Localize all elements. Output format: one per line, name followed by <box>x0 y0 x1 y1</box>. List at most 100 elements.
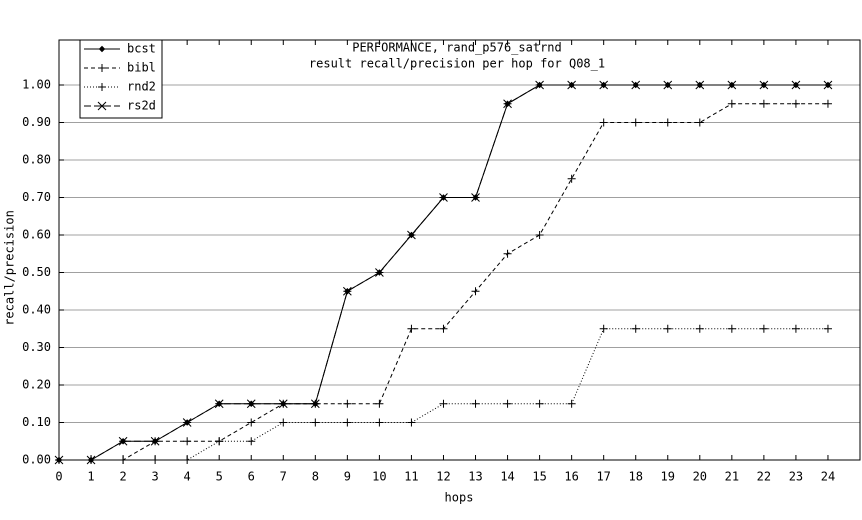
y-tick-label: 0.10 <box>22 415 51 429</box>
data-point <box>246 399 256 409</box>
legend-marker <box>98 64 106 72</box>
x-tick-label: 21 <box>725 470 739 484</box>
data-point <box>535 80 544 90</box>
data-point <box>695 324 704 333</box>
data-point <box>503 249 512 258</box>
data-point <box>823 324 832 333</box>
x-tick-label: 24 <box>821 470 835 484</box>
legend-label: bcst <box>127 42 156 56</box>
data-point <box>407 324 416 333</box>
data-point <box>791 80 801 90</box>
data-point <box>278 399 288 409</box>
x-tick-label: 7 <box>280 470 287 484</box>
data-point <box>823 80 833 90</box>
data-point <box>599 80 609 90</box>
x-tick-label: 9 <box>344 470 351 484</box>
data-point <box>663 324 672 333</box>
x-tick-label: 17 <box>596 470 610 484</box>
data-point <box>439 324 448 333</box>
data-point <box>343 399 352 408</box>
y-tick-label: 0.20 <box>22 378 51 392</box>
data-point <box>503 99 512 109</box>
y-tick-label: 0.70 <box>22 190 51 204</box>
data-point <box>791 99 800 108</box>
data-point <box>214 399 224 409</box>
data-point <box>375 268 384 277</box>
data-point <box>86 455 96 465</box>
y-tick-label: 0.30 <box>22 340 51 354</box>
data-point <box>279 418 288 427</box>
data-point <box>695 80 705 90</box>
data-point <box>311 418 320 427</box>
legend-box <box>79 39 163 119</box>
legend-label: bibl <box>127 61 156 75</box>
x-tick-label: 8 <box>312 470 319 484</box>
x-tick-label: 6 <box>248 470 255 484</box>
data-point <box>439 399 448 408</box>
data-point <box>727 99 736 108</box>
data-point <box>567 80 576 90</box>
x-tick-label: 13 <box>468 470 482 484</box>
data-point <box>567 399 576 408</box>
data-point <box>663 80 673 90</box>
data-point <box>695 118 704 127</box>
x-tick-label: 20 <box>693 470 707 484</box>
data-point <box>759 99 768 108</box>
data-point <box>182 418 192 427</box>
data-point <box>727 80 737 90</box>
data-point <box>247 418 256 427</box>
data-point <box>343 286 352 296</box>
y-tick-label: 0.90 <box>22 115 51 129</box>
chart-subtitle: result recall/precision per hop for Q08_… <box>309 57 605 71</box>
x-tick-label: 4 <box>184 470 191 484</box>
data-point <box>215 437 224 446</box>
data-point <box>407 230 416 240</box>
legend-label: rnd2 <box>127 80 156 94</box>
series-line <box>59 328 828 461</box>
data-point <box>791 324 800 333</box>
data-point <box>118 436 128 446</box>
y-tick-label: 0.50 <box>22 265 51 279</box>
data-point <box>119 456 128 464</box>
x-tick-label: 22 <box>757 470 771 484</box>
y-tick-label: 0.40 <box>22 303 51 317</box>
data-point <box>183 456 192 464</box>
y-tick-label: 0.80 <box>22 153 51 167</box>
data-point <box>247 437 256 446</box>
data-point <box>471 399 480 408</box>
data-point <box>503 399 512 408</box>
x-tick-label: 15 <box>532 470 546 484</box>
data-point <box>759 80 769 90</box>
data-point <box>631 118 640 127</box>
x-tick-label: 18 <box>628 470 642 484</box>
data-point <box>54 455 64 465</box>
y-tick-label: 0.60 <box>22 228 51 242</box>
data-point <box>343 418 352 427</box>
x-tick-label: 19 <box>661 470 675 484</box>
data-point <box>599 118 608 127</box>
x-tick-label: 0 <box>55 470 62 484</box>
data-point <box>663 118 672 127</box>
data-point <box>375 399 384 408</box>
data-point <box>471 287 480 296</box>
data-point <box>599 324 608 333</box>
x-tick-label: 2 <box>119 470 126 484</box>
data-point <box>151 456 160 464</box>
data-point <box>631 80 641 90</box>
data-point <box>759 324 768 333</box>
plot-frame <box>58 39 861 461</box>
legend-marker <box>97 101 107 111</box>
data-point <box>727 324 736 333</box>
x-tick-label: 1 <box>87 470 94 484</box>
x-tick-label: 12 <box>436 470 450 484</box>
x-tick-label: 3 <box>152 470 159 484</box>
data-point <box>439 193 448 202</box>
x-tick-label: 10 <box>372 470 386 484</box>
data-point <box>150 436 160 446</box>
data-point <box>535 231 544 239</box>
legend-label: rs2d <box>127 99 156 113</box>
data-point <box>310 399 320 409</box>
data-point <box>631 324 640 333</box>
data-point <box>823 99 832 108</box>
x-tick-label: 11 <box>404 470 418 484</box>
